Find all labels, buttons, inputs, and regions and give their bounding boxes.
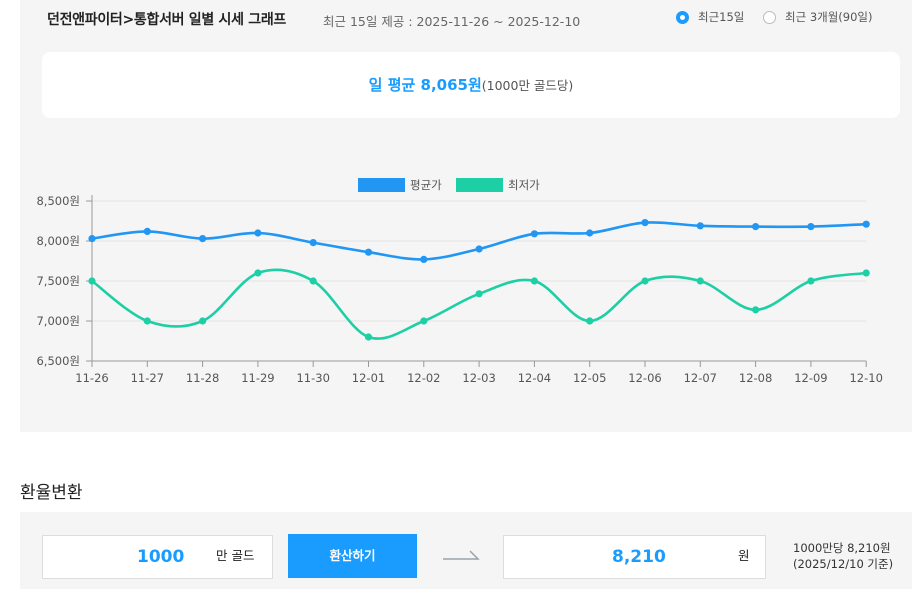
data-point	[88, 235, 96, 243]
data-point	[309, 277, 317, 285]
legend-swatch	[456, 178, 503, 192]
x-tick-label: 11-29	[241, 371, 274, 385]
data-point	[143, 317, 151, 325]
price-line-chart: 6,500원 7,000원 7,500원 8,000원 8,500원 11-26 11-27…	[36, 178, 883, 385]
gold-amount-value[interactable]: 1000	[137, 547, 185, 567]
data-point	[475, 245, 483, 253]
data-point	[88, 277, 96, 285]
average-summary-card: 일 평균 8,065원(1000만 골드당)	[42, 52, 900, 118]
data-point	[586, 317, 594, 325]
y-tick-label: 7,500원	[36, 274, 80, 288]
x-tick-label: 12-05	[573, 371, 606, 385]
data-point	[309, 239, 317, 247]
data-point	[254, 229, 262, 237]
data-point	[143, 227, 151, 235]
x-tick-label: 12-03	[462, 371, 495, 385]
x-tick-label: 12-07	[684, 371, 717, 385]
radio-recent-90[interactable]: 최근 3개월(90일)	[763, 8, 872, 26]
average-note: (1000만 골드당)	[481, 78, 574, 93]
x-tick-label: 11-27	[131, 371, 164, 385]
date-range-subtitle: 최근 15일 제공 : 2025-11-26 ~ 2025-12-10	[323, 14, 581, 29]
data-point	[586, 229, 594, 237]
x-tick-label: 12-01	[352, 371, 385, 385]
data-point	[862, 220, 870, 228]
y-tick-label: 7,000원	[36, 314, 80, 328]
data-point	[475, 290, 483, 298]
data-point	[752, 223, 760, 231]
data-point	[420, 317, 428, 325]
legend-label: 평균가	[410, 178, 442, 192]
data-point	[530, 230, 539, 238]
data-point	[199, 317, 207, 325]
y-tick-label: 6,500원	[36, 354, 80, 368]
data-point	[696, 277, 704, 285]
y-tick-label: 8,500원	[36, 194, 80, 208]
legend-label: 최저가	[508, 178, 540, 192]
data-point	[254, 269, 262, 277]
data-point	[530, 277, 539, 285]
x-tick-label: 12-06	[628, 371, 661, 385]
won-result-value: 8,210	[612, 547, 666, 567]
data-point	[641, 277, 649, 285]
x-tick-label: 12-04	[518, 371, 551, 385]
x-tick-label: 12-10	[849, 371, 882, 385]
data-point	[364, 333, 373, 341]
x-tick-label: 11-28	[186, 371, 219, 385]
data-point	[696, 222, 704, 230]
exchange-rate-note: 1000만당 8,210원 (2025/12/10 기준)	[793, 540, 893, 572]
radio-recent-15[interactable]: 최근15일	[676, 8, 744, 26]
data-point	[420, 255, 428, 263]
gold-amount-field[interactable]: 1000 만 골드	[42, 535, 273, 579]
data-point	[807, 223, 815, 231]
won-result-field: 8,210 원	[503, 535, 766, 579]
won-unit-label: 원	[738, 548, 750, 563]
converter-section-title: 환율변환	[20, 483, 83, 503]
radio-unselected-icon[interactable]	[763, 10, 776, 24]
average-price: 일 평균 8,065원	[368, 76, 482, 94]
x-tick-label: 12-02	[407, 371, 440, 385]
data-point	[862, 269, 870, 277]
x-tick-label: 12-08	[739, 371, 772, 385]
convert-button[interactable]: 환산하기	[288, 534, 417, 578]
rate-line: 1000만당 8,210원	[793, 541, 891, 555]
gold-unit-label: 만 골드	[216, 548, 255, 563]
rate-date: (2025/12/10 기준)	[793, 557, 894, 571]
series-line-minimum	[91, 268, 867, 340]
page-title: 던전앤파이터>통합서버 일별 시세 그래프	[47, 12, 287, 28]
radio-selected-icon[interactable]	[676, 10, 689, 24]
legend-swatch	[358, 178, 405, 192]
y-tick-label: 8,000원	[36, 234, 80, 248]
data-point	[641, 219, 649, 227]
data-point	[807, 277, 815, 285]
data-point	[752, 306, 760, 314]
x-tick-label: 11-26	[75, 371, 108, 385]
radio-label: 최근15일	[698, 10, 745, 24]
arrow-right-icon	[443, 550, 480, 560]
x-tick-label: 11-30	[296, 371, 329, 385]
data-point	[364, 248, 373, 256]
data-point	[199, 235, 207, 243]
x-tick-label: 12-09	[794, 371, 827, 385]
radio-label: 최근 3개월(90일)	[785, 10, 873, 24]
